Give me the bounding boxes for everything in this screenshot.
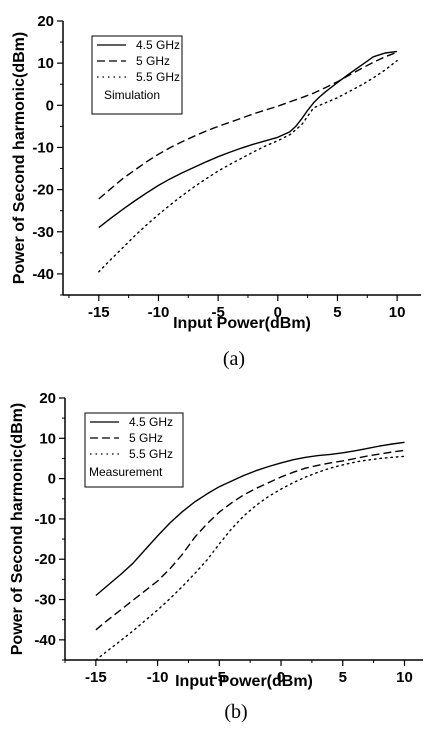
y-tick-label: 0: [48, 471, 56, 488]
x-axis-title: Input Power(dBm): [173, 315, 311, 332]
legend-box: [84, 412, 184, 488]
x-tick-label: -10: [147, 669, 169, 686]
chart-panel-a: -40 -30 -20 -10 0 10 20 -15 -10 -5 0 5 10 Input Power…: [11, 13, 421, 370]
legend-label: 4.5 GHz: [129, 415, 173, 429]
x-tick-label: 0: [277, 669, 285, 686]
y-tick-label: -20: [34, 551, 56, 568]
x-tick-label: -5: [213, 669, 226, 686]
y-tick-label: -40: [34, 632, 56, 649]
x-tick-label: -15: [85, 669, 107, 686]
series-line-5-ghz: [98, 51, 398, 200]
y-tick-label: -30: [34, 592, 56, 609]
x-tick-label: -15: [88, 304, 110, 321]
x-tick-label: 5: [339, 669, 347, 686]
y-tick-label: 10: [37, 55, 54, 72]
series-line-5-5-ghz: [98, 59, 398, 273]
y-tick-label: -10: [32, 139, 54, 156]
series-line-4-5-ghz: [98, 50, 398, 229]
y-tick-label: 20: [37, 13, 54, 30]
x-tick-label: 0: [274, 304, 282, 321]
legend-label: 5.5 GHz: [129, 447, 173, 461]
legend-label: 5 GHz: [129, 431, 163, 445]
y-axis-title: Power of Second harmonic(dBm): [11, 32, 28, 284]
x-axis-title: Input Power(dBm): [175, 673, 313, 690]
y-tick-label: 10: [39, 430, 56, 447]
series-line-5-5-ghz: [95, 455, 406, 661]
panel-caption: (a): [223, 348, 245, 370]
y-tick-label: -20: [32, 182, 54, 199]
y-tick-label: 0: [46, 97, 54, 114]
legend: 4.5 GHz 5 GHz 5.5 GHz Simulation: [91, 35, 183, 115]
x-tick-label: 10: [396, 669, 413, 686]
y-tick-label: -10: [34, 511, 56, 528]
y-axis-title: Power of Second harmonic(dBm): [9, 403, 26, 655]
y-tick-label: 20: [39, 390, 56, 407]
legend-label: 5 GHz: [136, 54, 170, 68]
y-tick-label: -40: [32, 266, 54, 283]
panel-caption: (b): [224, 701, 247, 723]
x-tick-label: 10: [389, 304, 406, 321]
chart-panel-b: -40 -30 -20 -10 0 10 20 -15 -10 -5 0 5 10 Input Power…: [9, 390, 423, 723]
legend-label: 5.5 GHz: [136, 70, 180, 84]
series-line-5-ghz: [95, 449, 405, 631]
x-tick-label: -5: [211, 304, 224, 321]
legend: 4.5 GHz 5 GHz 5.5 GHz Measurement: [84, 412, 184, 488]
legend-box: [91, 35, 183, 115]
x-tick-label: 5: [333, 304, 341, 321]
x-tick-label: -10: [148, 304, 170, 321]
annotation-label: Simulation: [104, 88, 160, 102]
legend-label: 4.5 GHz: [136, 38, 180, 52]
annotation-label: Measurement: [89, 465, 163, 479]
series-line-4-5-ghz: [95, 441, 405, 597]
y-tick-label: -30: [32, 224, 54, 241]
